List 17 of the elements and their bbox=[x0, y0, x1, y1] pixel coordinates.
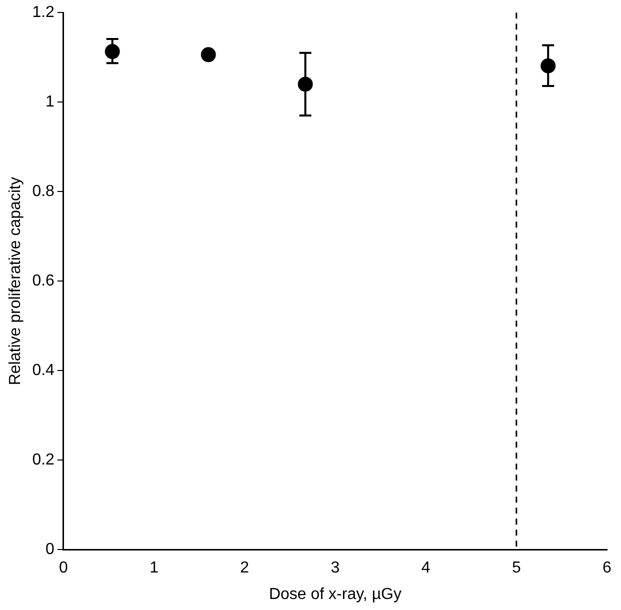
x-tick-label: 5 bbox=[512, 560, 521, 577]
point bbox=[200, 47, 216, 62]
x-tick-label: 3 bbox=[330, 560, 340, 577]
y-tick-label: 0.8 bbox=[32, 183, 55, 200]
y-tick-label: 0.6 bbox=[32, 272, 55, 290]
x-tick-label: 2 bbox=[240, 560, 250, 577]
x-tick-label: 0 bbox=[58, 560, 68, 577]
x-tick-label: 6 bbox=[602, 560, 612, 577]
x-tick-label: 4 bbox=[421, 560, 430, 577]
y-tick-label: 0.2 bbox=[32, 452, 55, 469]
y-axis-title: Relative proliferative capacity bbox=[7, 177, 24, 386]
y-tick-label: 1.2 bbox=[32, 4, 55, 22]
x-tick-label: 1 bbox=[150, 560, 159, 577]
x-axis-title: Dose of x-ray, µGy bbox=[268, 586, 402, 603]
y-tick-label: 1 bbox=[46, 94, 55, 111]
y-tick-label: 0.4 bbox=[32, 362, 55, 380]
y-tick-label: 0 bbox=[46, 541, 55, 558]
